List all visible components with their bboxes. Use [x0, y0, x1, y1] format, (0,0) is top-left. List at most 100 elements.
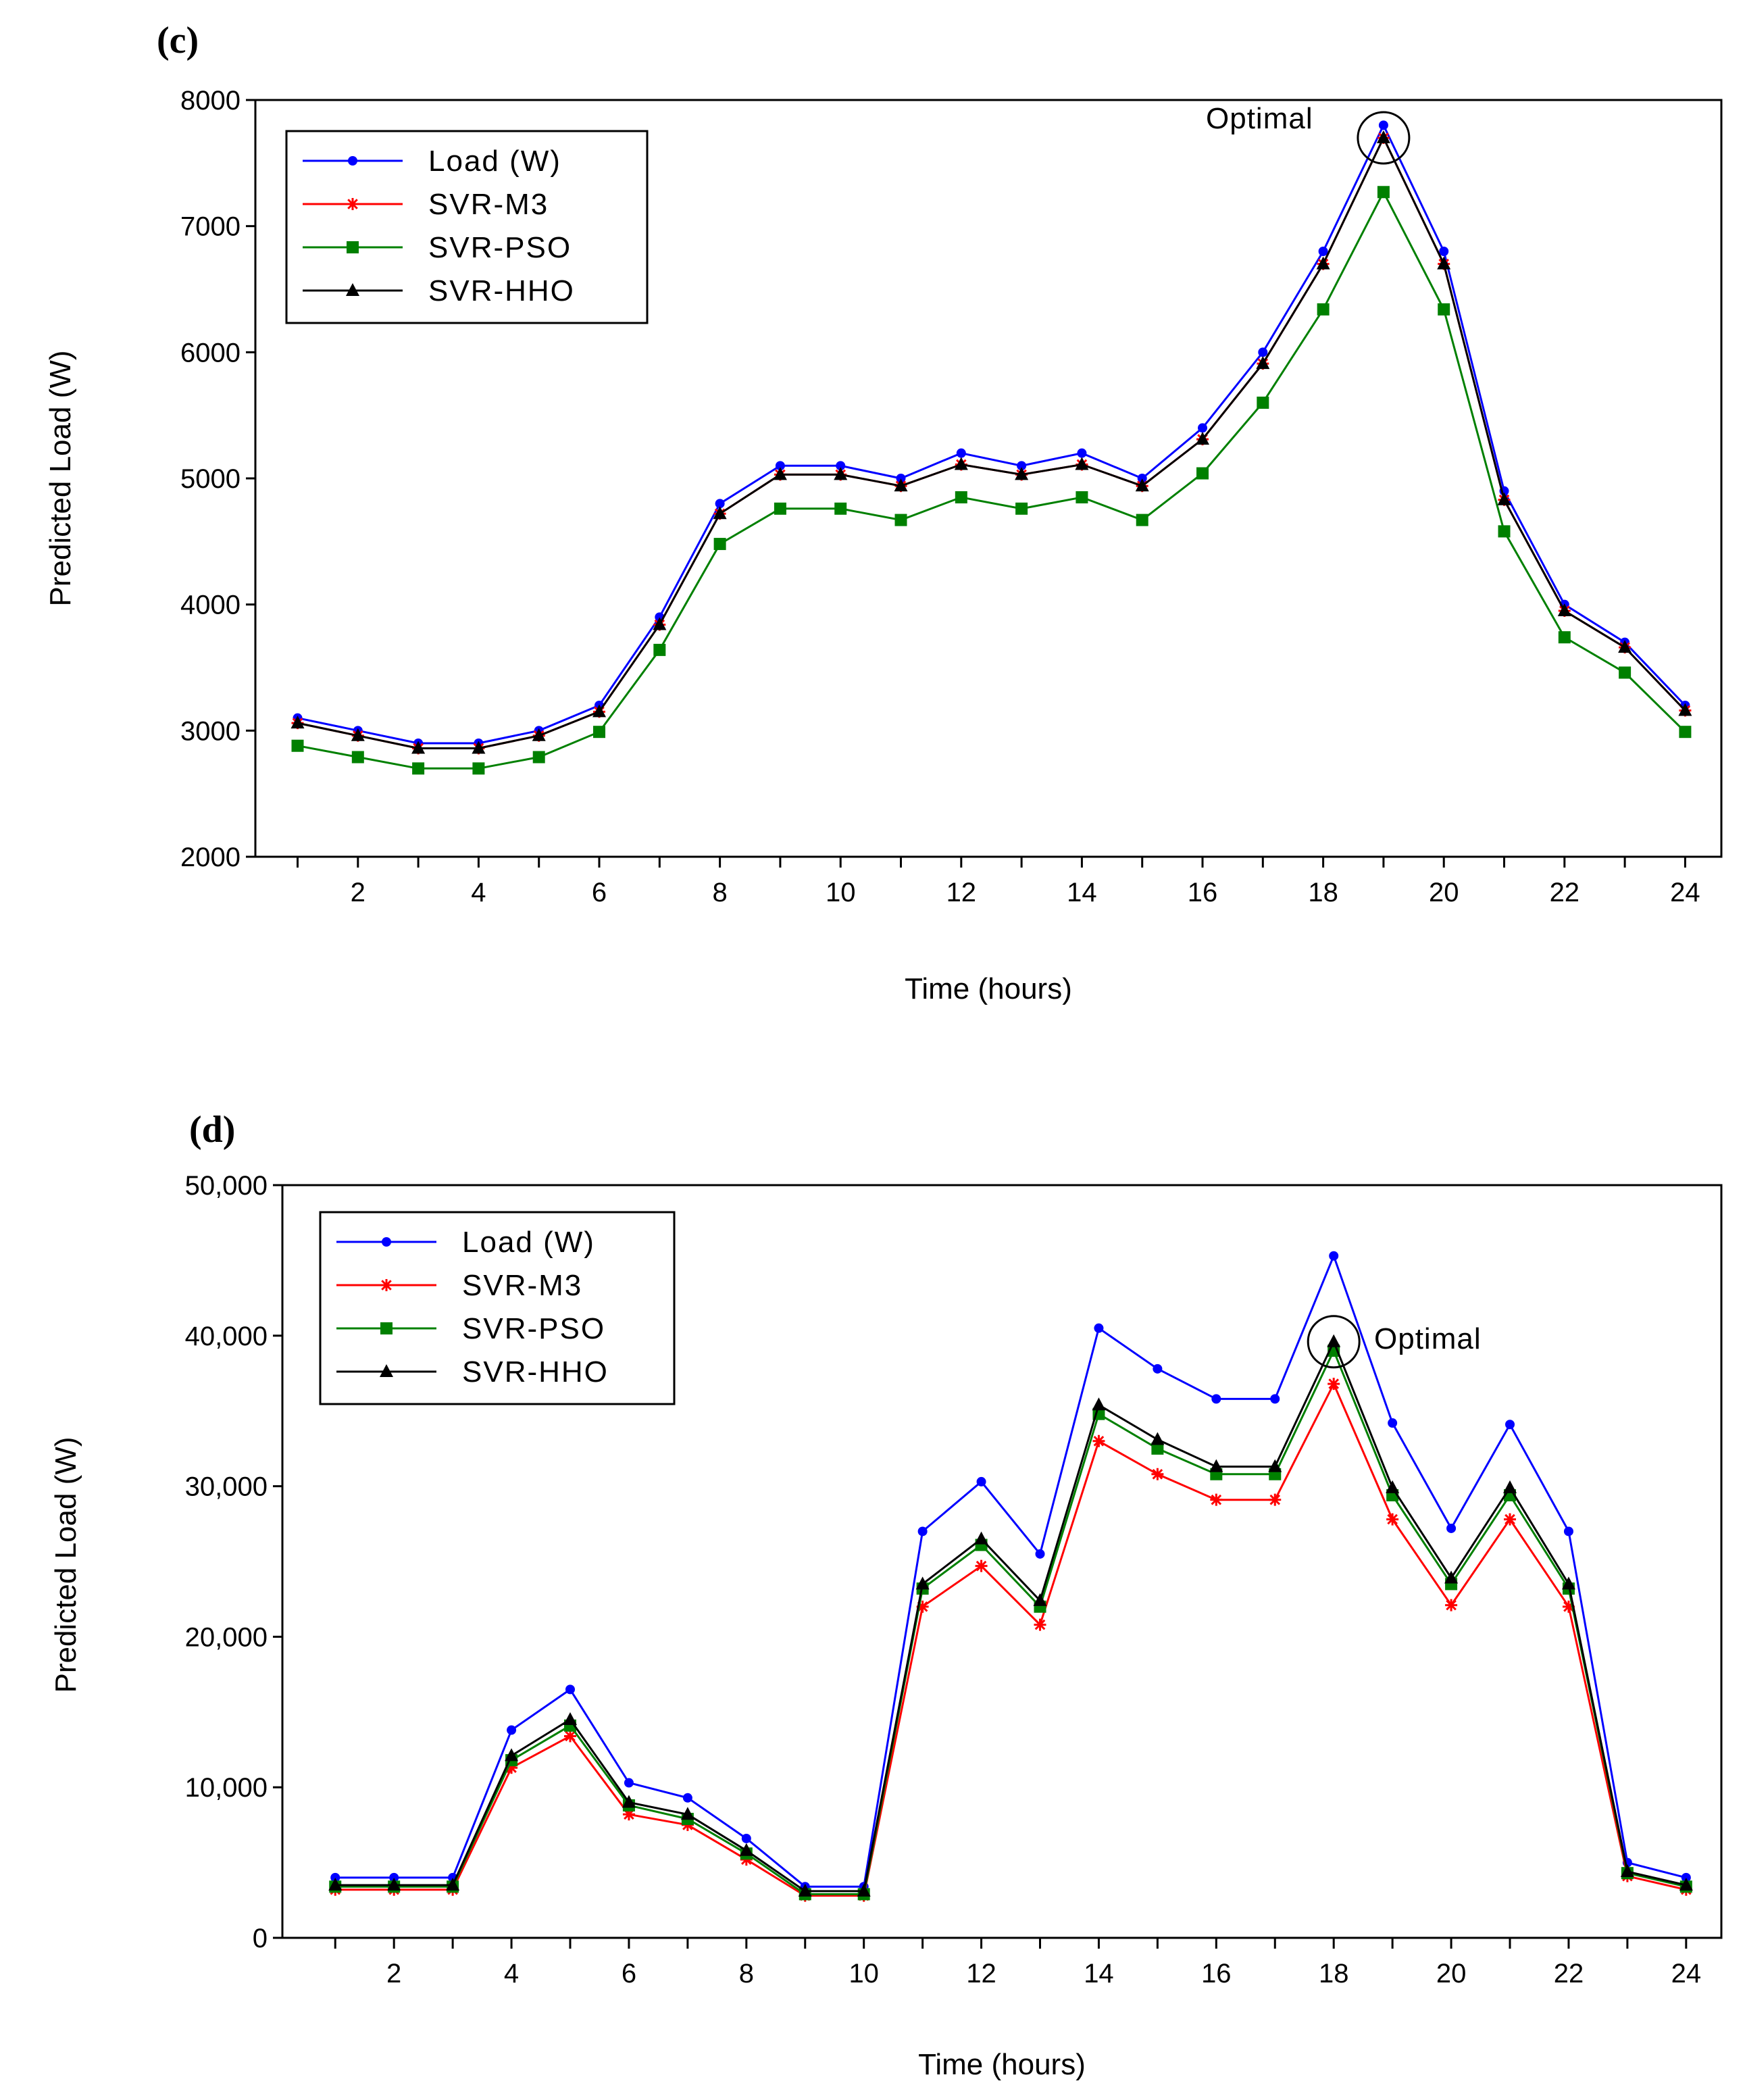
data-point [1015, 467, 1029, 480]
data-point [894, 514, 907, 526]
data-point [1386, 1513, 1399, 1526]
series-svr-hho [290, 130, 1692, 754]
y-tick-label: 40,000 [185, 1322, 268, 1351]
x-axis-title-c: Time (hours) [905, 972, 1072, 1005]
data-point [592, 704, 607, 718]
data-point [773, 467, 787, 480]
data-point [624, 1778, 634, 1788]
annotation-c: Optimal [1206, 102, 1411, 165]
data-point [505, 1761, 518, 1774]
optimal-circle [1357, 111, 1411, 165]
series-line [297, 190, 1686, 770]
data-point [713, 538, 726, 551]
data-point [564, 1730, 576, 1743]
x-tick-label: 12 [946, 878, 977, 907]
data-point [774, 502, 786, 515]
data-point [1035, 1549, 1045, 1559]
data-point [1015, 502, 1028, 515]
legend-d: Load (W) SVR-M3 SVR-PSO SVR-HHO [319, 1211, 676, 1405]
legend-label: SVR-PSO [462, 1312, 605, 1345]
data-point [290, 716, 305, 729]
data-point [834, 467, 848, 480]
legend-marker [348, 156, 357, 166]
data-point [916, 1600, 929, 1613]
data-point [622, 1795, 636, 1808]
data-point [1327, 1334, 1341, 1347]
x-tick-label: 16 [1201, 1959, 1232, 1989]
x-tick-label: 20 [1436, 1959, 1467, 1989]
data-point [291, 739, 304, 752]
legend-label: SVR-HHO [428, 274, 575, 307]
series-svr-pso [329, 1345, 1692, 1901]
data-point [1092, 1434, 1105, 1447]
y-tick-label: 3000 [180, 716, 241, 746]
data-point [1150, 1432, 1165, 1445]
y-tick-label: 50,000 [185, 1171, 268, 1201]
data-point [1075, 457, 1089, 470]
data-point [1445, 1599, 1458, 1611]
data-point [472, 762, 485, 775]
data-point [974, 1531, 988, 1545]
legend-marker [380, 1364, 393, 1377]
data-point [917, 1526, 928, 1536]
x-tick-label: 4 [471, 878, 486, 907]
data-point [1136, 514, 1148, 526]
data-point [1679, 726, 1692, 739]
data-point [1034, 1618, 1046, 1631]
x-tick-label: 2 [386, 1959, 401, 1989]
legend-marker [380, 1322, 393, 1334]
data-point [1376, 130, 1390, 143]
data-point [1678, 703, 1692, 716]
series-line [335, 1253, 1687, 1888]
legend-label: Load (W) [462, 1226, 595, 1259]
data-point [1211, 1394, 1221, 1404]
data-point [976, 1476, 986, 1486]
series-line [335, 1348, 1687, 1895]
data-point [507, 1725, 517, 1735]
data-point [1256, 356, 1270, 370]
data-point [1620, 1864, 1634, 1877]
series-line [297, 135, 1686, 749]
legend-label: SVR-M3 [428, 188, 549, 221]
data-point [1437, 256, 1451, 270]
y-axis-title-d: Predicted Load (W) [49, 1436, 82, 1693]
data-point [975, 1559, 988, 1572]
legend-marker [347, 241, 359, 253]
x-tick-label: 2 [351, 878, 365, 907]
y-axis-title-c: Predicted Load (W) [44, 350, 77, 606]
data-point [565, 1684, 575, 1695]
x-tick-label: 18 [1319, 1959, 1349, 1989]
data-point [1505, 1420, 1515, 1430]
data-point [741, 1833, 751, 1843]
y-tick-label: 30,000 [185, 1472, 268, 1502]
data-point [1137, 474, 1147, 483]
x-tick-label: 6 [622, 1959, 636, 1989]
x-tick-label: 4 [504, 1959, 519, 1989]
data-point [1270, 1394, 1280, 1404]
legend-marker [347, 198, 359, 210]
data-point [1618, 640, 1632, 653]
data-point [1558, 631, 1571, 644]
data-point [1318, 247, 1328, 256]
data-point [1498, 525, 1511, 538]
data-point [834, 502, 847, 515]
annotation-d: Optimal [1307, 1315, 1481, 1369]
x-tick-label: 6 [592, 878, 607, 907]
data-point [1196, 467, 1209, 480]
legend-marker [380, 1279, 393, 1291]
data-point [739, 1843, 753, 1856]
data-point [1327, 1378, 1340, 1391]
legend-label: SVR-PSO [428, 231, 572, 264]
data-point [387, 1878, 401, 1891]
y-tick-label: 0 [253, 1924, 268, 1953]
data-point [682, 1793, 692, 1803]
y-tick-label: 20,000 [185, 1622, 268, 1652]
data-point [1316, 256, 1330, 270]
data-point [653, 643, 666, 656]
data-point [1258, 347, 1268, 357]
data-point [775, 461, 785, 471]
data-point [1681, 1872, 1691, 1882]
x-tick-label: 24 [1671, 1959, 1702, 1989]
